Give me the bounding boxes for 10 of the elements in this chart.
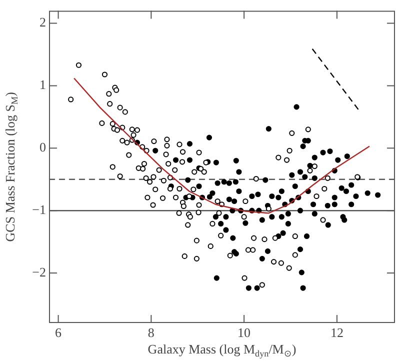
y-tick-label: 2 — [40, 14, 46, 30]
x-tick-label: 10 — [238, 325, 251, 340]
y-tick-label: 1 — [40, 77, 46, 92]
x-tick-label: 6 — [55, 325, 62, 340]
y-tick-label: 0 — [40, 140, 46, 155]
y-tick-label: −1 — [32, 202, 46, 218]
x-tick-label: 8 — [148, 325, 154, 340]
y-tick-label: −2 — [32, 264, 46, 280]
x-tick-label: 12 — [330, 325, 344, 340]
y-axis-title: GCS Mass Fraction (log SM) — [2, 92, 20, 242]
